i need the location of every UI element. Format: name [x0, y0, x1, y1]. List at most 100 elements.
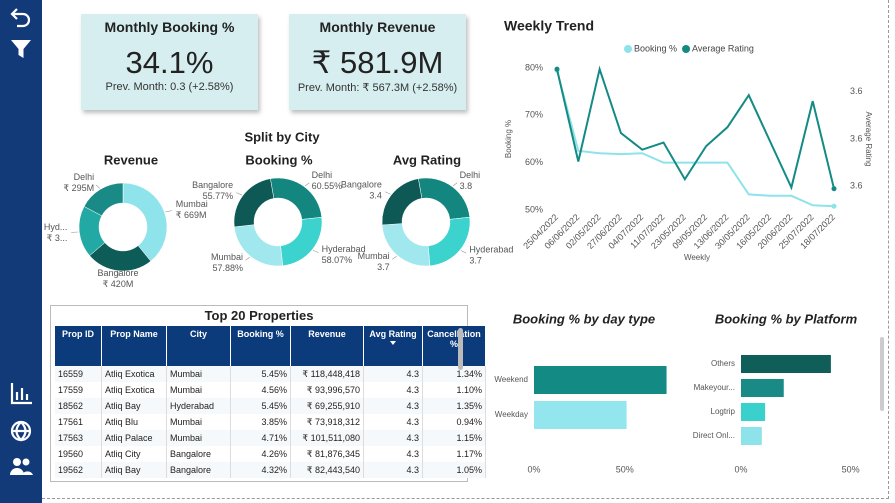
- donut-slice: [381, 178, 423, 226]
- leader-line: [392, 255, 397, 260]
- table-cell: 4.3: [363, 366, 423, 382]
- table-cell: 1.05%: [422, 462, 486, 478]
- table-cell: Atliq Exotica: [101, 366, 167, 382]
- table-cell: 4.3: [363, 414, 423, 430]
- table-header: Prop ID Prop Name City Booking % Revenue Avg …: [55, 326, 486, 366]
- card-subtitle: Prev. Month: ₹ 567.3M (+2.58%): [297, 82, 458, 94]
- data-label: Bangalore: [97, 268, 138, 278]
- table-cell: Atliq Palace: [101, 430, 167, 446]
- y2-tick-label: 3.6: [850, 86, 863, 96]
- data-label: ₹ 669M: [176, 210, 207, 220]
- table-body: 16559 Atliq Exotica Mumbai 5.45% ₹ 118,448,4…: [55, 366, 486, 478]
- sort-indicator[interactable]: [390, 341, 396, 345]
- table-cell: 17563: [55, 430, 102, 446]
- data-label: Hyd...: [44, 222, 68, 232]
- table-cell: Atliq Exotica: [101, 382, 167, 398]
- filter-icon[interactable]: [11, 40, 31, 58]
- y-tick-label: Weekend: [494, 375, 528, 384]
- table-cell: Bangalore: [166, 446, 231, 462]
- table-cell: 1.17%: [422, 446, 486, 462]
- data-label: 57.88%: [212, 263, 243, 273]
- x-tick-label: 0%: [527, 464, 540, 474]
- leader-line: [460, 250, 467, 254]
- table-cell: 16559: [55, 366, 102, 382]
- table-row: 19560 Atliq City Bangalore 4.26% ₹ 81,876,34…: [55, 446, 486, 462]
- scrollbar[interactable]: [458, 328, 463, 370]
- table: Prop ID Prop Name City Booking % Revenue Avg …: [55, 326, 486, 478]
- table-cell: 17561: [55, 414, 102, 430]
- legend-marker: [624, 45, 632, 53]
- table-cell: 3.85%: [230, 414, 291, 430]
- table-cell: ₹ 81,876,345: [290, 446, 364, 462]
- legend-label: Average Rating: [692, 43, 754, 53]
- y-axis-title: Booking %: [504, 120, 513, 158]
- table-cell: ₹ 118,448,418: [290, 366, 364, 382]
- table-cell: ₹ 82,443,540: [290, 462, 364, 478]
- data-label: Mumbai: [358, 251, 390, 261]
- leader-line: [452, 182, 458, 187]
- globe-lines[interactable]: [12, 421, 30, 442]
- y-tick-label: 50%: [525, 204, 543, 214]
- table-cell: 0.94%: [422, 414, 486, 430]
- report-bars[interactable]: [15, 388, 29, 400]
- table-row: 18562 Atliq Bay Hyderabad 5.45% ₹ 69,255,910…: [55, 398, 486, 414]
- table-cell: Mumbai: [166, 382, 231, 398]
- table-cell: 18562: [55, 398, 102, 414]
- table-cell: 4.3: [363, 382, 423, 398]
- table-cell: ₹ 73,918,312: [290, 414, 364, 430]
- legend-marker: [682, 45, 691, 53]
- donut-slice: [427, 216, 471, 267]
- table-cell: ₹ 93,996,570: [290, 382, 364, 398]
- leader-line: [304, 182, 310, 187]
- column-header: Revenue: [290, 326, 364, 366]
- column-header: Prop ID: [55, 326, 102, 366]
- leader-line: [165, 210, 173, 213]
- column-header: City: [166, 326, 231, 366]
- line-marker: [831, 186, 837, 192]
- leader-line: [118, 271, 120, 276]
- table-cell: 17559: [55, 382, 102, 398]
- x-tick-label: 0%: [734, 464, 747, 474]
- scrollbar[interactable]: [880, 337, 884, 411]
- y2-tick-label: 3.6: [850, 181, 863, 191]
- data-label: ₹ 3...: [47, 233, 68, 243]
- card-value: 34.1%: [125, 45, 214, 80]
- back-arrow[interactable]: [10, 8, 18, 20]
- table-cell: ₹ 101,511,080: [290, 430, 364, 446]
- sidebar-icons: [10, 8, 33, 475]
- table-cell: Atliq City: [101, 446, 167, 462]
- card-value: ₹ 581.9M: [311, 45, 444, 80]
- report-icon[interactable]: [10, 383, 32, 405]
- table-cell: 1.35%: [422, 398, 486, 414]
- data-label: 3.7: [377, 262, 390, 272]
- card-title: Monthly Booking %: [104, 19, 235, 35]
- table-cell: 4.3: [363, 398, 423, 414]
- table-cell: 5.45%: [230, 366, 291, 382]
- back-icon[interactable]: [13, 12, 31, 28]
- data-label: Delhi: [460, 170, 481, 180]
- data-label: Bangalore: [192, 180, 233, 190]
- table-cell: 5.45%: [230, 398, 291, 414]
- people-icon[interactable]: [10, 458, 33, 475]
- data-label: 3.8: [460, 181, 473, 191]
- table-cell: 19560: [55, 446, 102, 462]
- data-label: Hyderabad: [322, 244, 366, 254]
- sidebar: [0, 0, 42, 503]
- table-cell: 4.56%: [230, 382, 291, 398]
- line-marker: [554, 66, 560, 72]
- section-title: Split by City: [244, 129, 320, 144]
- y-tick-label: Others: [711, 359, 735, 368]
- donut-slice: [233, 178, 275, 228]
- table-cell: Mumbai: [166, 430, 231, 446]
- card-title: Monthly Revenue: [319, 19, 436, 35]
- data-label: Bangalore: [341, 179, 382, 189]
- legend-label: Booking %: [634, 43, 677, 53]
- donut-slice: [83, 182, 124, 217]
- x-tick-label: 50%: [842, 464, 860, 474]
- y2-tick-label: 3.6: [850, 133, 863, 143]
- table-cell: Mumbai: [166, 414, 231, 430]
- table-cell: Hyderabad: [166, 398, 231, 414]
- y-tick-label: Logtrip: [711, 407, 736, 416]
- leader-line: [312, 249, 319, 254]
